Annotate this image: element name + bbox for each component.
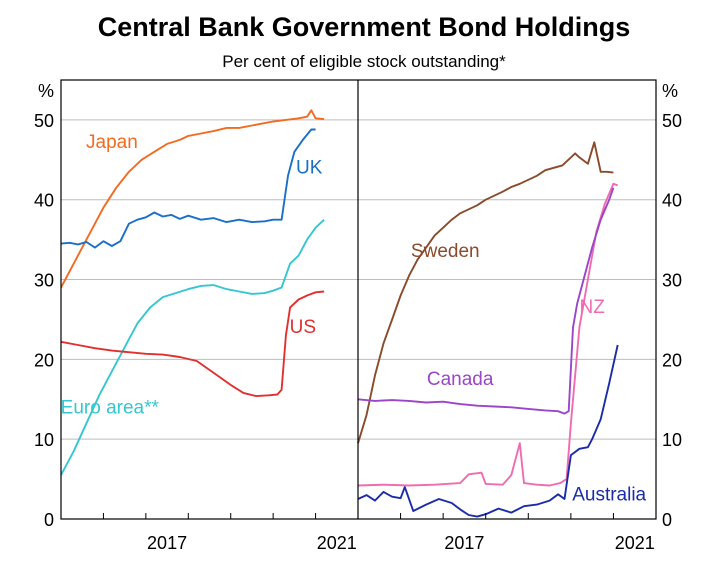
x-tick-label-left-2021: 2021 [317, 533, 357, 553]
series-line-sweden [357, 141, 614, 444]
x-tick-label-right-2017: 2017 [444, 533, 484, 553]
series-label-australia: Australia [572, 485, 646, 506]
y-tick-right-40: 40 [662, 191, 682, 211]
y-unit-right: % [662, 81, 678, 101]
series-label-canada: Canada [427, 369, 494, 390]
y-tick-right-30: 30 [662, 271, 682, 291]
y-unit-left: % [38, 81, 54, 101]
plot-frame [60, 79, 657, 520]
y-tick-left-40: 40 [34, 191, 54, 211]
series-label-uk: UK [296, 157, 323, 178]
y-tick-right-0: 0 [662, 510, 672, 530]
y-tick-left-10: 10 [34, 430, 54, 450]
y-tick-right-50: 50 [662, 111, 682, 131]
series-line-euro-area- [60, 219, 325, 476]
y-tick-left-30: 30 [34, 271, 54, 291]
y-tick-left-20: 20 [34, 350, 54, 370]
series-label-us: US [290, 317, 316, 338]
series-lines [60, 109, 619, 518]
axis-and-series-labels: 0 0 10 10 20 20 30 30 40 40 50 50% % 2017 2021 Japan UK E… [34, 81, 682, 553]
y-tick-left-0: 0 [44, 510, 54, 530]
y-tick-right-20: 20 [662, 350, 682, 370]
series-label-nz: NZ [579, 297, 605, 318]
series-label-euro-area-: Euro area** [61, 398, 160, 419]
chart-title: Central Bank Government Bond Holdings [97, 12, 631, 42]
y-tick-left-50: 50 [34, 111, 54, 131]
series-line-canada [357, 187, 615, 415]
series-label-sweden: Sweden [411, 241, 480, 262]
x-tick-label-right-2021: 2021 [615, 533, 655, 553]
series-line-japan [60, 109, 325, 288]
y-tick-right-10: 10 [662, 430, 682, 450]
series-line-uk [60, 128, 316, 249]
chart-subtitle: Per cent of eligible stock outstanding* [222, 52, 506, 71]
series-label-japan: Japan [86, 132, 138, 153]
x-tick-label-left-2017: 2017 [147, 533, 187, 553]
series-line-us [60, 290, 325, 398]
series-line-nz [357, 182, 619, 487]
